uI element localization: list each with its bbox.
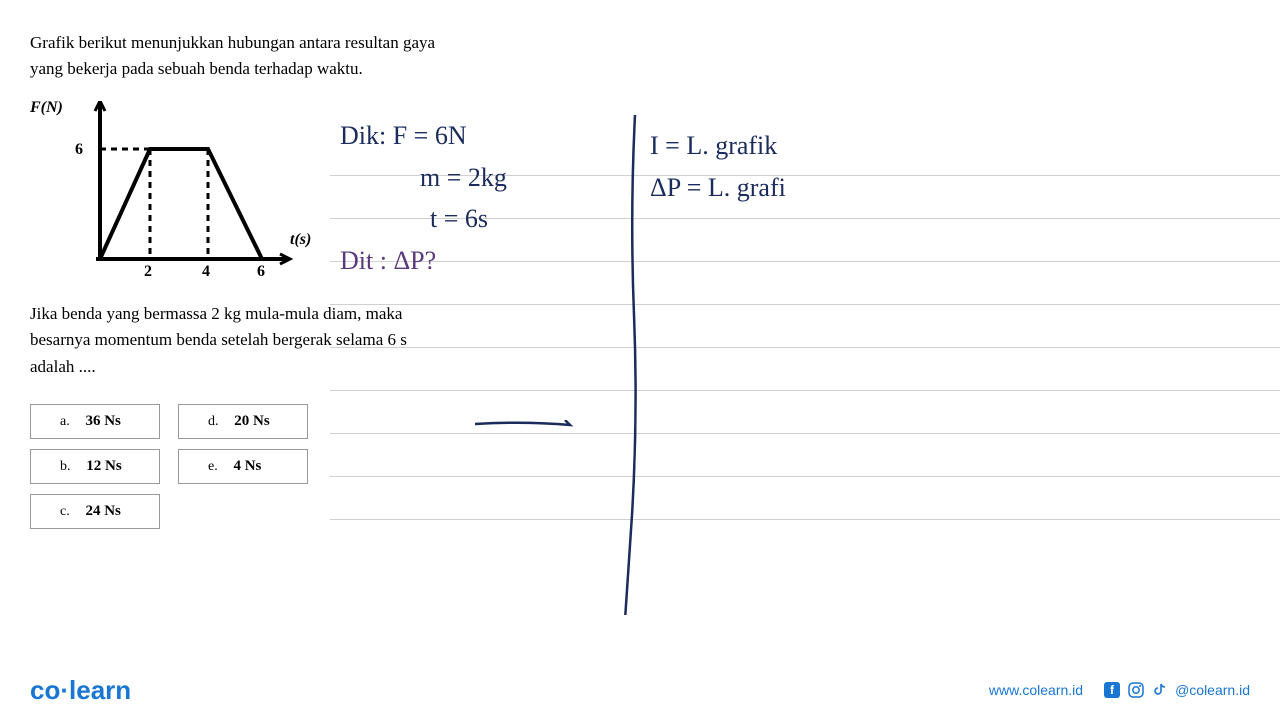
logo-dot: · [60, 675, 69, 705]
question-cont-line2: besarnya momentum benda setelah bergerak… [30, 330, 407, 349]
graph-svg [40, 101, 300, 281]
option-c-value: 24 Ns [85, 503, 120, 519]
underline-mark [475, 420, 575, 432]
hw-dik-t: t = 6s [340, 198, 507, 240]
option-c-label: c. [60, 504, 70, 519]
facebook-icon[interactable]: f [1103, 681, 1121, 699]
question-intro-line1: Grafik berikut menunjukkan hubungan anta… [30, 33, 435, 52]
option-c[interactable]: c. 24 Ns [30, 494, 160, 529]
tiktok-icon[interactable] [1151, 681, 1169, 699]
social-icons: f @colearn.id [1103, 681, 1250, 699]
option-d-value: 20 Ns [234, 413, 269, 429]
colearn-logo: co·learn [30, 675, 131, 706]
website-url[interactable]: www.colearn.id [989, 682, 1083, 698]
logo-learn: learn [69, 675, 131, 705]
question-cont-line3: adalah .... [30, 357, 96, 376]
question-cont-line1: Jika benda yang bermassa 2 kg mula-mula … [30, 304, 402, 323]
logo-co: co [30, 675, 60, 705]
option-a-label: a. [60, 414, 70, 429]
handwriting-solution: I = L. grafik ΔP = L. grafi [650, 125, 786, 208]
social-handle: @colearn.id [1175, 682, 1250, 698]
question-intro-line2: yang bekerja pada sebuah benda terhadap … [30, 59, 363, 78]
hw-deltap: ΔP = L. grafi [650, 167, 786, 209]
option-d-label: d. [208, 414, 219, 429]
option-e-value: 4 Ns [233, 458, 261, 474]
option-e[interactable]: e. 4 Ns [178, 449, 308, 484]
option-e-label: e. [208, 459, 218, 474]
vertical-divider [620, 115, 650, 615]
option-b[interactable]: b. 12 Ns [30, 449, 160, 484]
option-d[interactable]: d. 20 Ns [178, 404, 308, 439]
hw-impulse: I = L. grafik [650, 125, 786, 167]
footer: co·learn www.colearn.id f @colearn.id [0, 660, 1280, 720]
hw-dik-f: Dik: F = 6N [340, 115, 507, 157]
option-b-value: 12 Ns [86, 458, 121, 474]
handwriting-given: Dik: F = 6N m = 2kg t = 6s Dit : ΔP? [340, 115, 507, 281]
force-time-graph: F(N) 6 t(s) 2 4 6 [40, 101, 290, 291]
hw-dit: Dit : ΔP? [340, 240, 507, 282]
hw-dik-m: m = 2kg [340, 157, 507, 199]
option-b-label: b. [60, 459, 71, 474]
instagram-icon[interactable] [1127, 681, 1145, 699]
question-continuation: Jika benda yang bermassa 2 kg mula-mula … [30, 301, 590, 380]
question-intro: Grafik berikut menunjukkan hubungan anta… [30, 30, 590, 81]
option-a[interactable]: a. 36 Ns [30, 404, 160, 439]
option-a-value: 36 Ns [85, 413, 120, 429]
